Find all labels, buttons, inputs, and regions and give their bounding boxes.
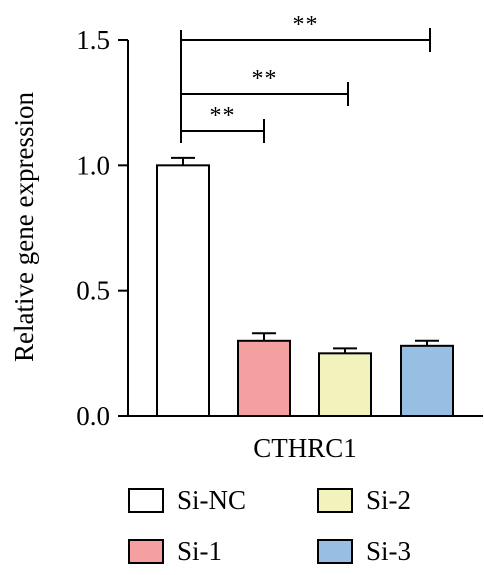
group-label: CTHRC1 bbox=[253, 433, 357, 463]
legend-label: Si-2 bbox=[366, 485, 411, 515]
error-bars bbox=[171, 156, 439, 354]
bar bbox=[318, 352, 372, 418]
bar bbox=[237, 339, 291, 417]
legend-label: Si-3 bbox=[366, 536, 411, 566]
y-tick-label: 1.5 bbox=[76, 25, 110, 55]
legend-label: Si-NC bbox=[177, 485, 246, 515]
y-tick-label: 0.0 bbox=[76, 401, 110, 431]
legend: Si-NC Si-2 Si-1 Si-3 bbox=[128, 485, 411, 566]
bars bbox=[156, 164, 454, 418]
significance-label: ** bbox=[252, 66, 278, 92]
bar bbox=[400, 344, 454, 417]
significance-label: ** bbox=[210, 103, 236, 129]
legend-swatch bbox=[317, 539, 353, 564]
y-tick-label: 0.5 bbox=[76, 276, 110, 306]
legend-swatch bbox=[128, 488, 164, 513]
legend-swatch bbox=[128, 539, 164, 564]
y-tick-label: 1.0 bbox=[76, 150, 110, 180]
legend-label: Si-1 bbox=[177, 536, 222, 566]
significance-brackets: ** ** ** bbox=[180, 12, 431, 143]
bar bbox=[156, 164, 210, 417]
y-axis-title: Relative gene expression bbox=[9, 92, 39, 362]
axes: 0.0 0.5 1.0 1.5 bbox=[76, 25, 483, 431]
legend-swatch bbox=[317, 488, 353, 513]
significance-label: ** bbox=[293, 12, 319, 38]
